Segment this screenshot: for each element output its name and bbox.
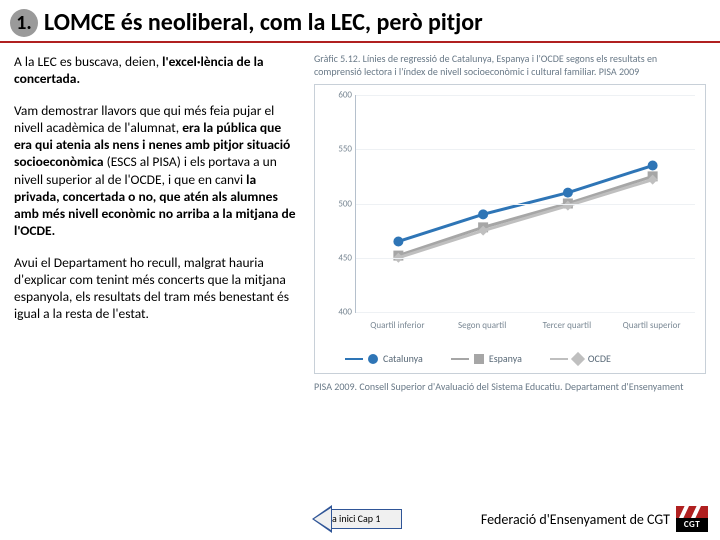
cgt-logo: CGT [676,506,708,532]
chart-plot-area: 400450500550600 [355,95,695,313]
footer-org: Federació d'Ensenyament de CGT [481,511,670,528]
xtick-label: Quartil inferior [370,320,424,331]
legend-item: Espanya [451,352,522,365]
arrow-left-icon: a inici Cap 1 [312,506,402,532]
cgt-logo-text: CGT [676,518,708,532]
xtick-label: Segon quartil [458,320,506,331]
paragraph-2: Vam demostrar llavors que qui més feia p… [14,102,302,240]
legend-item: OCDE [550,352,611,365]
chart-box: 400450500550600 CatalunyaEspanyaOCDE Qua… [314,84,706,374]
ytick-label: 550 [326,144,352,155]
title-number: 1. [16,11,31,35]
p1-plain: A la LEC es buscava, deien, [14,53,162,70]
legend-item: Catalunya [345,352,423,365]
ytick-label: 500 [326,198,352,209]
ytick-label: 400 [326,307,352,318]
chart-legend: Catalunya Espanya OCDE [345,352,611,365]
text-column: A la LEC es buscava, deien, l'excel·lènc… [14,53,314,393]
page-title: LOMCE és neoliberal, com la LEC, però pi… [44,8,483,37]
paragraph-3: Avui el Departament ho recull, malgrat h… [14,254,302,323]
ytick-label: 600 [326,90,352,101]
xtick-label: Tercer quartil [543,320,592,331]
content-area: A la LEC es buscava, deien, l'excel·lènc… [0,43,720,393]
back-link[interactable]: a inici Cap 1 [312,506,402,532]
chart-column: Gràfic 5.12. Línies de regressió de Cata… [314,53,706,393]
title-bar: 1. LOMCE és neoliberal, com la LEC, però… [0,0,720,43]
back-link-label: a inici Cap 1 [332,512,380,525]
title-number-badge: 1. [10,9,38,37]
xtick-label: Quartil superior [623,320,681,331]
footer: a inici Cap 1 Federació d'Ensenyament de… [0,506,720,532]
chart-caption: Gràfic 5.12. Línies de regressió de Cata… [314,53,706,78]
ytick-label: 450 [326,252,352,263]
chart-source: PISA 2009. Consell Superior d'Avaluació … [314,380,706,393]
paragraph-1: A la LEC es buscava, deien, l'excel·lènc… [14,53,302,88]
